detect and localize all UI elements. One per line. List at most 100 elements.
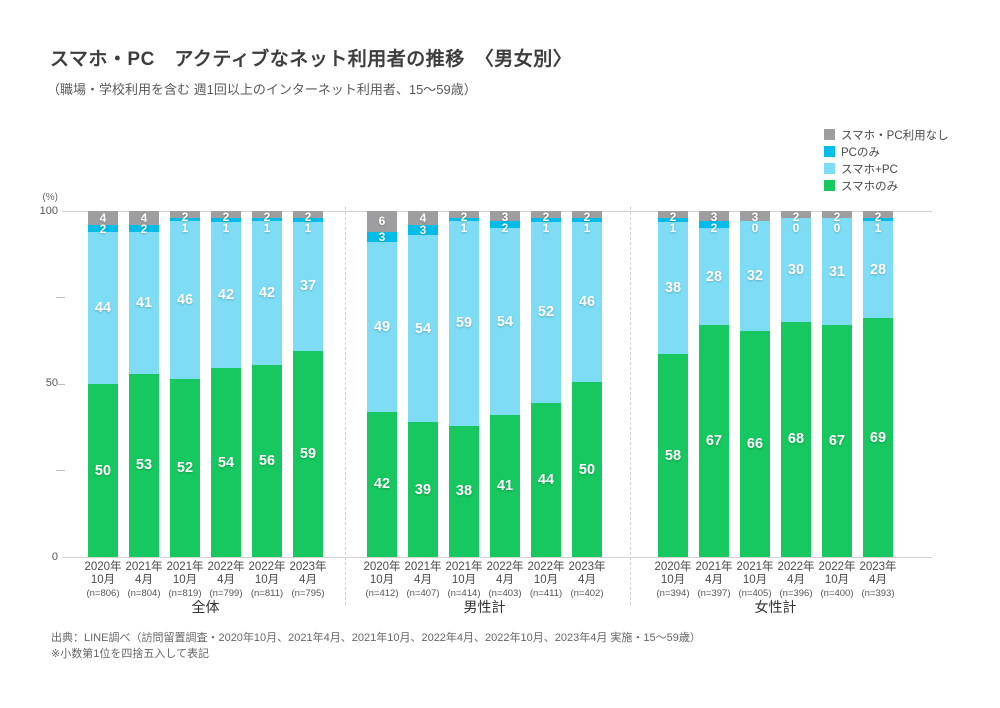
x-label-n: (n=819): [168, 588, 202, 599]
x-label-month: 4月: [217, 574, 235, 586]
segment-no-usage: [490, 211, 520, 222]
x-label-n: (n=403): [488, 588, 522, 599]
segment-pc-only: [863, 217, 893, 222]
legend-label: スマホ・PC利用なし: [841, 129, 949, 142]
segment-smartphone-only: [822, 325, 852, 557]
segment-smartphone-only: [699, 325, 729, 557]
x-label-month: 4月: [414, 574, 432, 586]
y-axis-unit: (%): [42, 192, 58, 203]
y-minor-tick-25: [56, 470, 65, 471]
segment-no-usage: [822, 211, 852, 218]
x-axis-label: 2022年 4月 (n=799): [196, 561, 256, 600]
segment-no-usage: [129, 211, 159, 225]
x-label-year: 2022年: [207, 561, 245, 573]
segment-smartphone-plus-pc: [658, 221, 688, 355]
x-axis-label: 2022年 4月 (n=403): [475, 561, 535, 600]
segment-pc-only: [129, 224, 159, 232]
chart-subtitle: （職場・学校利用を含む 週1回以上のインターネット利用者、15～59歳）: [47, 82, 477, 97]
x-label-n: (n=804): [127, 588, 161, 599]
segment-no-usage: [863, 211, 893, 218]
segment-smartphone-plus-pc: [293, 221, 323, 351]
x-label-n: (n=402): [570, 588, 604, 599]
x-label-n: (n=393): [861, 588, 895, 599]
legend-label: PCのみ: [841, 146, 880, 159]
x-label-n: (n=799): [209, 588, 243, 599]
x-axis-label: 2021年 4月 (n=397): [684, 561, 744, 600]
segment-smartphone-only: [490, 415, 520, 557]
x-label-month: 4月: [135, 574, 153, 586]
segment-smartphone-plus-pc: [572, 221, 602, 383]
segment-pc-only: [408, 224, 438, 236]
x-label-month: 10月: [533, 574, 559, 586]
segment-no-usage: [170, 211, 200, 218]
stacked-bar: 54 42 2 1: [211, 211, 241, 557]
bar-group-1: 2020年 10月 (n=806) 50 44 4 2 2021年 4月 (n=804) 53 41 4…: [84, 211, 326, 615]
x-label-n: (n=397): [697, 588, 731, 599]
segment-smartphone-plus-pc: [531, 221, 561, 404]
x-axis-label: 2021年 4月 (n=407): [393, 561, 453, 600]
segment-no-usage: [531, 211, 561, 218]
x-label-n: (n=400): [820, 588, 854, 599]
segment-no-usage: [658, 211, 688, 218]
axis-baseline: [62, 557, 932, 558]
stacked-bar: 53 41 4 2: [129, 211, 159, 557]
x-label-year: 2021年: [125, 561, 163, 573]
footer: 出典：LINE調べ（訪問留置調査・2020年10月、2021年4月、2021年1…: [51, 631, 701, 662]
x-label-year: 2023年: [859, 561, 897, 573]
stacked-bar: 69 28 2 1: [863, 211, 893, 557]
segment-pc-only: [367, 231, 397, 243]
stacked-bar: 50 44 4 2: [88, 211, 118, 557]
stacked-bar: 56 42 2 1: [252, 211, 282, 557]
x-label-year: 2023年: [289, 561, 327, 573]
x-label-month: 10月: [172, 574, 198, 586]
segment-smartphone-only: [88, 384, 118, 557]
stacked-bar: 58 38 2 1: [658, 211, 688, 557]
x-axis-label: 2020年 10月 (n=806): [73, 561, 133, 600]
x-label-month: 10月: [369, 574, 395, 586]
segment-pc-only: [293, 218, 323, 222]
x-label-year: 2022年: [527, 561, 565, 573]
x-label-month: 10月: [660, 574, 686, 586]
x-label-month: 4月: [787, 574, 805, 586]
y-tick-0: 0: [51, 551, 58, 563]
stacked-bar: 41 54 3 2: [490, 211, 520, 557]
segment-smartphone-plus-pc: [863, 221, 893, 319]
group-separator: [630, 207, 631, 605]
segment-smartphone-plus-pc: [781, 217, 811, 322]
stacked-bar: 68 30 2 0: [781, 211, 811, 557]
stacked-bar: 59 37 2 1: [293, 211, 323, 557]
x-axis-label: 2021年 10月 (n=405): [725, 561, 785, 600]
stacked-bar: 39 54 4 3: [408, 211, 438, 557]
x-label-year: 2022年: [818, 561, 856, 573]
segment-smartphone-only: [449, 425, 479, 557]
chart-title: スマホ・PC アクティブなネット利用者の推移 〈男女別〉: [50, 49, 573, 70]
stacked-bar: 44 52 2 1: [531, 211, 561, 557]
stacked-bar: 50 46 2 1: [572, 211, 602, 557]
x-label-n: (n=412): [365, 588, 399, 599]
x-label-year: 2021年: [736, 561, 774, 573]
stacked-bar: 67 28 3 2: [699, 211, 729, 557]
x-label-month: 10月: [824, 574, 850, 586]
x-label-n: (n=411): [529, 588, 563, 599]
x-label-month: 4月: [705, 574, 723, 586]
legend-label: スマホ+PC: [841, 163, 898, 176]
segment-pc-only: [658, 218, 688, 222]
x-label-month: 10月: [451, 574, 477, 586]
stacked-bar: 67 31 2 0: [822, 211, 852, 557]
segment-pc-only: [490, 221, 520, 229]
segment-smartphone-only: [170, 378, 200, 557]
segment-smartphone-only: [293, 350, 323, 557]
segment-smartphone-plus-pc: [88, 231, 118, 384]
segment-smartphone-only: [129, 373, 159, 557]
segment-no-usage: [408, 211, 438, 225]
x-label-month: 4月: [869, 574, 887, 586]
legend: スマホ・PC利用なし PCのみ スマホ+PC スマホのみ: [824, 126, 949, 194]
x-axis-label: 2021年 4月 (n=804): [114, 561, 174, 600]
stacked-bar: 52 46 2 1: [170, 211, 200, 557]
segment-smartphone-plus-pc: [699, 228, 729, 326]
x-label-n: (n=405): [738, 588, 772, 599]
x-label-n: (n=407): [406, 588, 440, 599]
group-label: 全体: [191, 599, 220, 615]
x-label-year: 2020年: [363, 561, 401, 573]
